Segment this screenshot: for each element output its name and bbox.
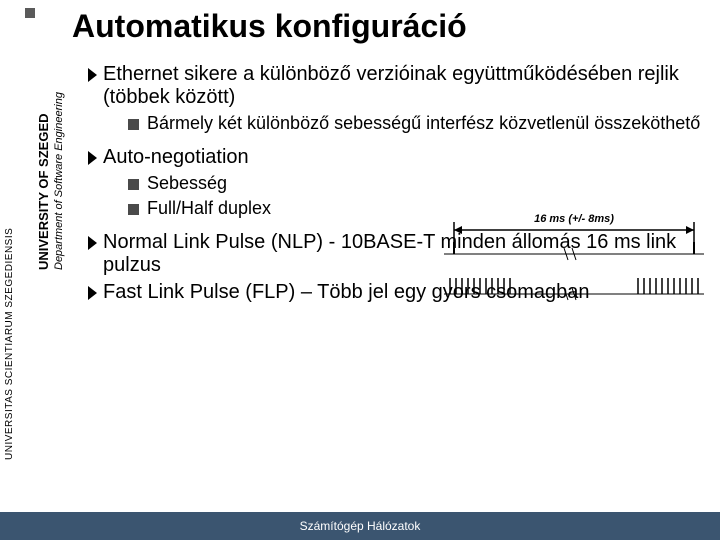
sidebar-text-department: Department of Software Engineering [53,92,65,270]
footer: Számítógép Hálózatok [0,512,720,540]
sidebar: UNIVERSITAS SCIENTIARUM SZEGEDIENSIS UNI… [0,0,64,500]
square-icon [128,179,139,190]
pulse-diagram: 16 ms (+/- 8ms) [444,212,704,302]
corner-marker [25,8,35,18]
sub-bullet-speed: Sebesség [128,173,712,194]
sidebar-text-university-en: UNIVERSITY OF SZEGED [36,113,51,270]
bullet-ethernet: Ethernet sikere a különböző verzióinak e… [88,63,712,109]
arrow-icon [88,68,97,82]
square-icon [128,204,139,215]
arrow-icon [88,151,97,165]
diagram-label: 16 ms (+/- 8ms) [534,213,614,225]
square-icon [128,119,139,130]
arrow-icon [88,286,97,300]
bullet-autonegotiation: Auto-negotiation [88,146,712,169]
footer-text: Számítógép Hálózatok [300,519,421,533]
sidebar-text-university-latin: UNIVERSITAS SCIENTIARUM SZEGEDIENSIS [4,228,15,460]
page-title: Automatikus konfiguráció [72,8,712,45]
bullet-text: Sebesség [147,173,227,194]
bullet-text: Ethernet sikere a különböző verzióinak e… [103,63,712,109]
bullet-text: Full/Half duplex [147,198,271,219]
bullet-text: Bármely két különböző sebességű interfés… [147,113,700,134]
arrow-icon [88,236,97,250]
bullet-text: Auto-negotiation [103,146,249,169]
sub-bullet-interfaces: Bármely két különböző sebességű interfés… [128,113,712,134]
